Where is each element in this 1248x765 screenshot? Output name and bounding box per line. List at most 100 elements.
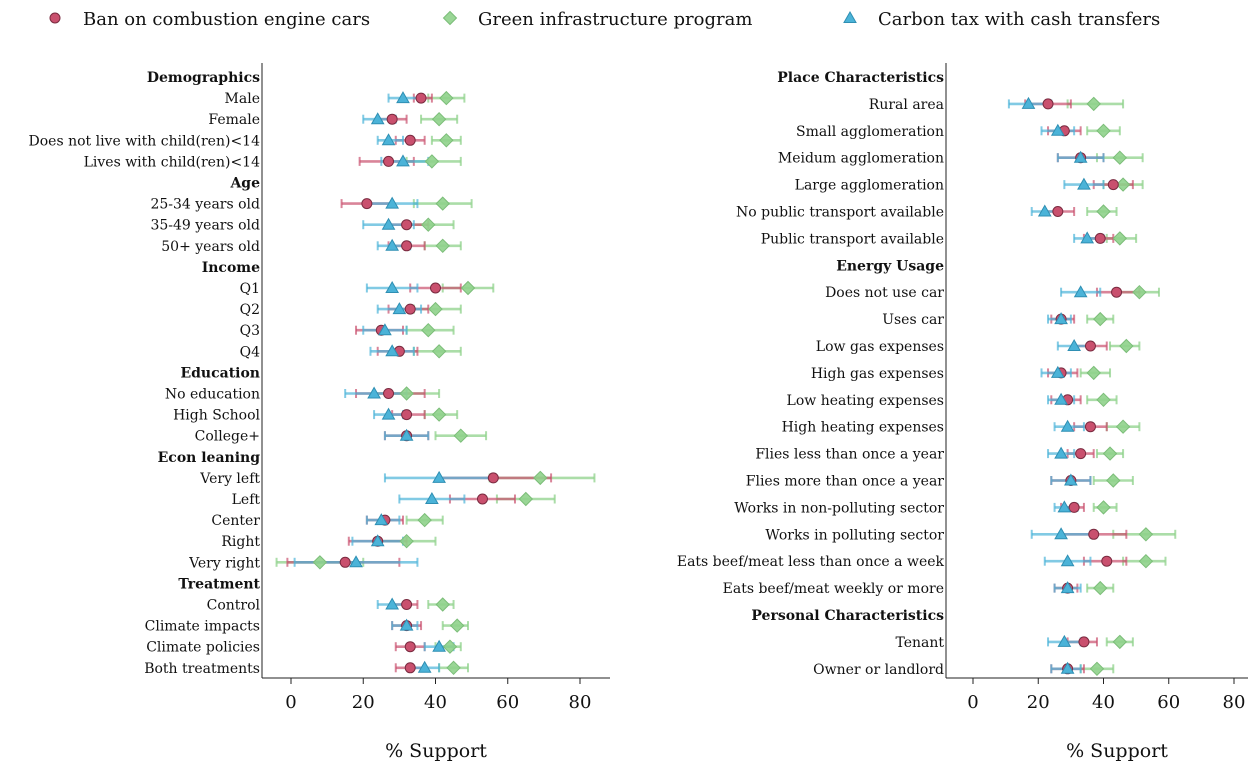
data-point-green-infrastructure-program [399, 533, 414, 549]
x-tick-label: 20 [352, 692, 375, 713]
data-point-carbon-tax-with-cash-transfers [381, 217, 396, 230]
group-header: Demographics [147, 70, 260, 86]
data-point-green-infrastructure-program [421, 322, 436, 338]
row-label: Right [221, 534, 260, 550]
data-point-carbon-tax-with-cash-transfers [370, 534, 385, 547]
data-point-carbon-tax-with-cash-transfers [1057, 634, 1072, 647]
data-point-green-infrastructure-program [460, 280, 476, 296]
data-point-carbon-tax-with-cash-transfers [1060, 661, 1075, 674]
row-label: Very right [188, 555, 260, 571]
row-label: 35-49 years old [150, 218, 260, 234]
row-label: Low gas expenses [816, 339, 944, 355]
data-point-carbon-tax-with-cash-transfers [1021, 96, 1036, 109]
data-point-carbon-tax-with-cash-transfers [1077, 177, 1091, 190]
x-tick-label: 40 [424, 692, 447, 713]
data-point-ban-on-combustion-engine-cars [415, 92, 427, 104]
data-point-green-infrastructure-program [431, 111, 447, 127]
data-point-green-infrastructure-program [442, 639, 458, 654]
row-label: Small agglomeration [796, 124, 944, 140]
x-tick-label: 60 [1157, 692, 1180, 713]
data-point-green-infrastructure-program [1093, 311, 1108, 327]
row-label: Control [207, 598, 261, 614]
data-point-ban-on-combustion-engine-cars [404, 134, 416, 146]
data-point-green-infrastructure-program [1096, 500, 1111, 515]
data-point-carbon-tax-with-cash-transfers [399, 428, 414, 441]
row-label: Rural area [869, 97, 944, 113]
diamond-marker-icon [442, 10, 458, 26]
x-tick-label: 80 [569, 692, 592, 713]
data-point-carbon-tax-with-cash-transfers [1057, 500, 1072, 513]
data-point-carbon-tax-with-cash-transfers [374, 513, 389, 526]
row-label: Flies less than once a year [755, 447, 944, 463]
data-point-green-infrastructure-program [1112, 231, 1128, 246]
data-point-carbon-tax-with-cash-transfers [381, 133, 396, 146]
row-label: No public transport available [736, 205, 944, 221]
row-label: College+ [195, 429, 260, 445]
legend-label: Carbon tax with cash transfers [878, 9, 1160, 30]
data-point-carbon-tax-with-cash-transfers [1073, 150, 1088, 163]
data-point-carbon-tax-with-cash-transfers [1054, 446, 1068, 459]
data-point-ban-on-combustion-engine-cars [404, 662, 416, 674]
data-point-ban-on-combustion-engine-cars [476, 493, 488, 505]
row-label: Lives with child(ren)<14 [84, 154, 260, 170]
data-point-ban-on-combustion-engine-cars [1078, 636, 1090, 648]
data-point-carbon-tax-with-cash-transfers [399, 618, 414, 631]
row-label: Both treatments [144, 661, 260, 677]
data-point-ban-on-combustion-engine-cars [404, 641, 416, 653]
data-point-ban-on-combustion-engine-cars [1101, 555, 1113, 567]
data-point-ban-on-combustion-engine-cars [1075, 448, 1087, 460]
data-point-carbon-tax-with-cash-transfers [1080, 231, 1095, 244]
row-label: High gas expenses [811, 366, 944, 382]
row-label: Works in polluting sector [765, 527, 944, 543]
data-point-green-infrastructure-program [1096, 204, 1111, 219]
data-point-carbon-tax-with-cash-transfers [349, 555, 363, 568]
group-header: Econ leaning [158, 450, 261, 466]
data-point-carbon-tax-with-cash-transfers [381, 407, 396, 420]
x-tick-label: 60 [496, 692, 519, 713]
data-point-ban-on-combustion-engine-cars [401, 409, 413, 421]
x-tick-label: 80 [1223, 692, 1246, 713]
legend: Ban on combustion engine cars Green infra… [49, 9, 1160, 30]
group-header: Treatment [178, 576, 260, 592]
data-point-carbon-tax-with-cash-transfers [385, 196, 400, 209]
data-point-green-infrastructure-program [1086, 96, 1101, 112]
data-point-green-infrastructure-program [1112, 150, 1128, 165]
circle-marker-icon [49, 12, 61, 24]
data-point-ban-on-combustion-engine-cars [430, 282, 441, 294]
data-point-carbon-tax-with-cash-transfers [367, 386, 381, 399]
legend-label: Ban on combustion engine cars [83, 9, 370, 30]
row-label: Very left [199, 471, 260, 487]
data-point-carbon-tax-with-cash-transfers [370, 112, 385, 125]
data-point-carbon-tax-with-cash-transfers [1050, 123, 1065, 136]
data-point-green-infrastructure-program [431, 344, 447, 359]
row-label: Q4 [240, 344, 260, 360]
group-header: Energy Usage [836, 258, 944, 274]
data-point-green-infrastructure-program [435, 238, 450, 254]
data-point-green-infrastructure-program [449, 618, 465, 633]
data-point-green-infrastructure-program [533, 470, 548, 486]
data-point-ban-on-combustion-engine-cars [1107, 179, 1119, 191]
x-tick-label: 20 [1027, 692, 1050, 713]
data-point-carbon-tax-with-cash-transfers [1054, 392, 1068, 405]
row-label: Eats beef/meat less than once a week [677, 554, 945, 570]
row-label: Public transport available [761, 231, 944, 247]
triangle-marker-icon [843, 10, 857, 23]
data-point-green-infrastructure-program [1093, 580, 1108, 596]
data-point-ban-on-combustion-engine-cars [383, 388, 395, 399]
data-point-green-infrastructure-program [1086, 365, 1101, 381]
data-point-ban-on-combustion-engine-cars [1111, 286, 1123, 298]
row-label: Does not use car [825, 285, 944, 301]
data-point-ban-on-combustion-engine-cars [401, 219, 413, 231]
data-point-green-infrastructure-program [428, 301, 443, 317]
row-label: Q1 [240, 281, 260, 297]
data-point-green-infrastructure-program [1115, 419, 1131, 434]
x-axis-label: % Support [385, 740, 487, 762]
group-header: Personal Characteristics [751, 608, 944, 624]
data-point-carbon-tax-with-cash-transfers [385, 597, 400, 610]
row-label: Climate impacts [145, 619, 260, 635]
data-point-carbon-tax-with-cash-transfers [1073, 285, 1088, 298]
data-point-carbon-tax-with-cash-transfers [425, 491, 439, 504]
data-point-ban-on-combustion-engine-cars [339, 556, 351, 568]
data-point-carbon-tax-with-cash-transfers [396, 91, 410, 104]
